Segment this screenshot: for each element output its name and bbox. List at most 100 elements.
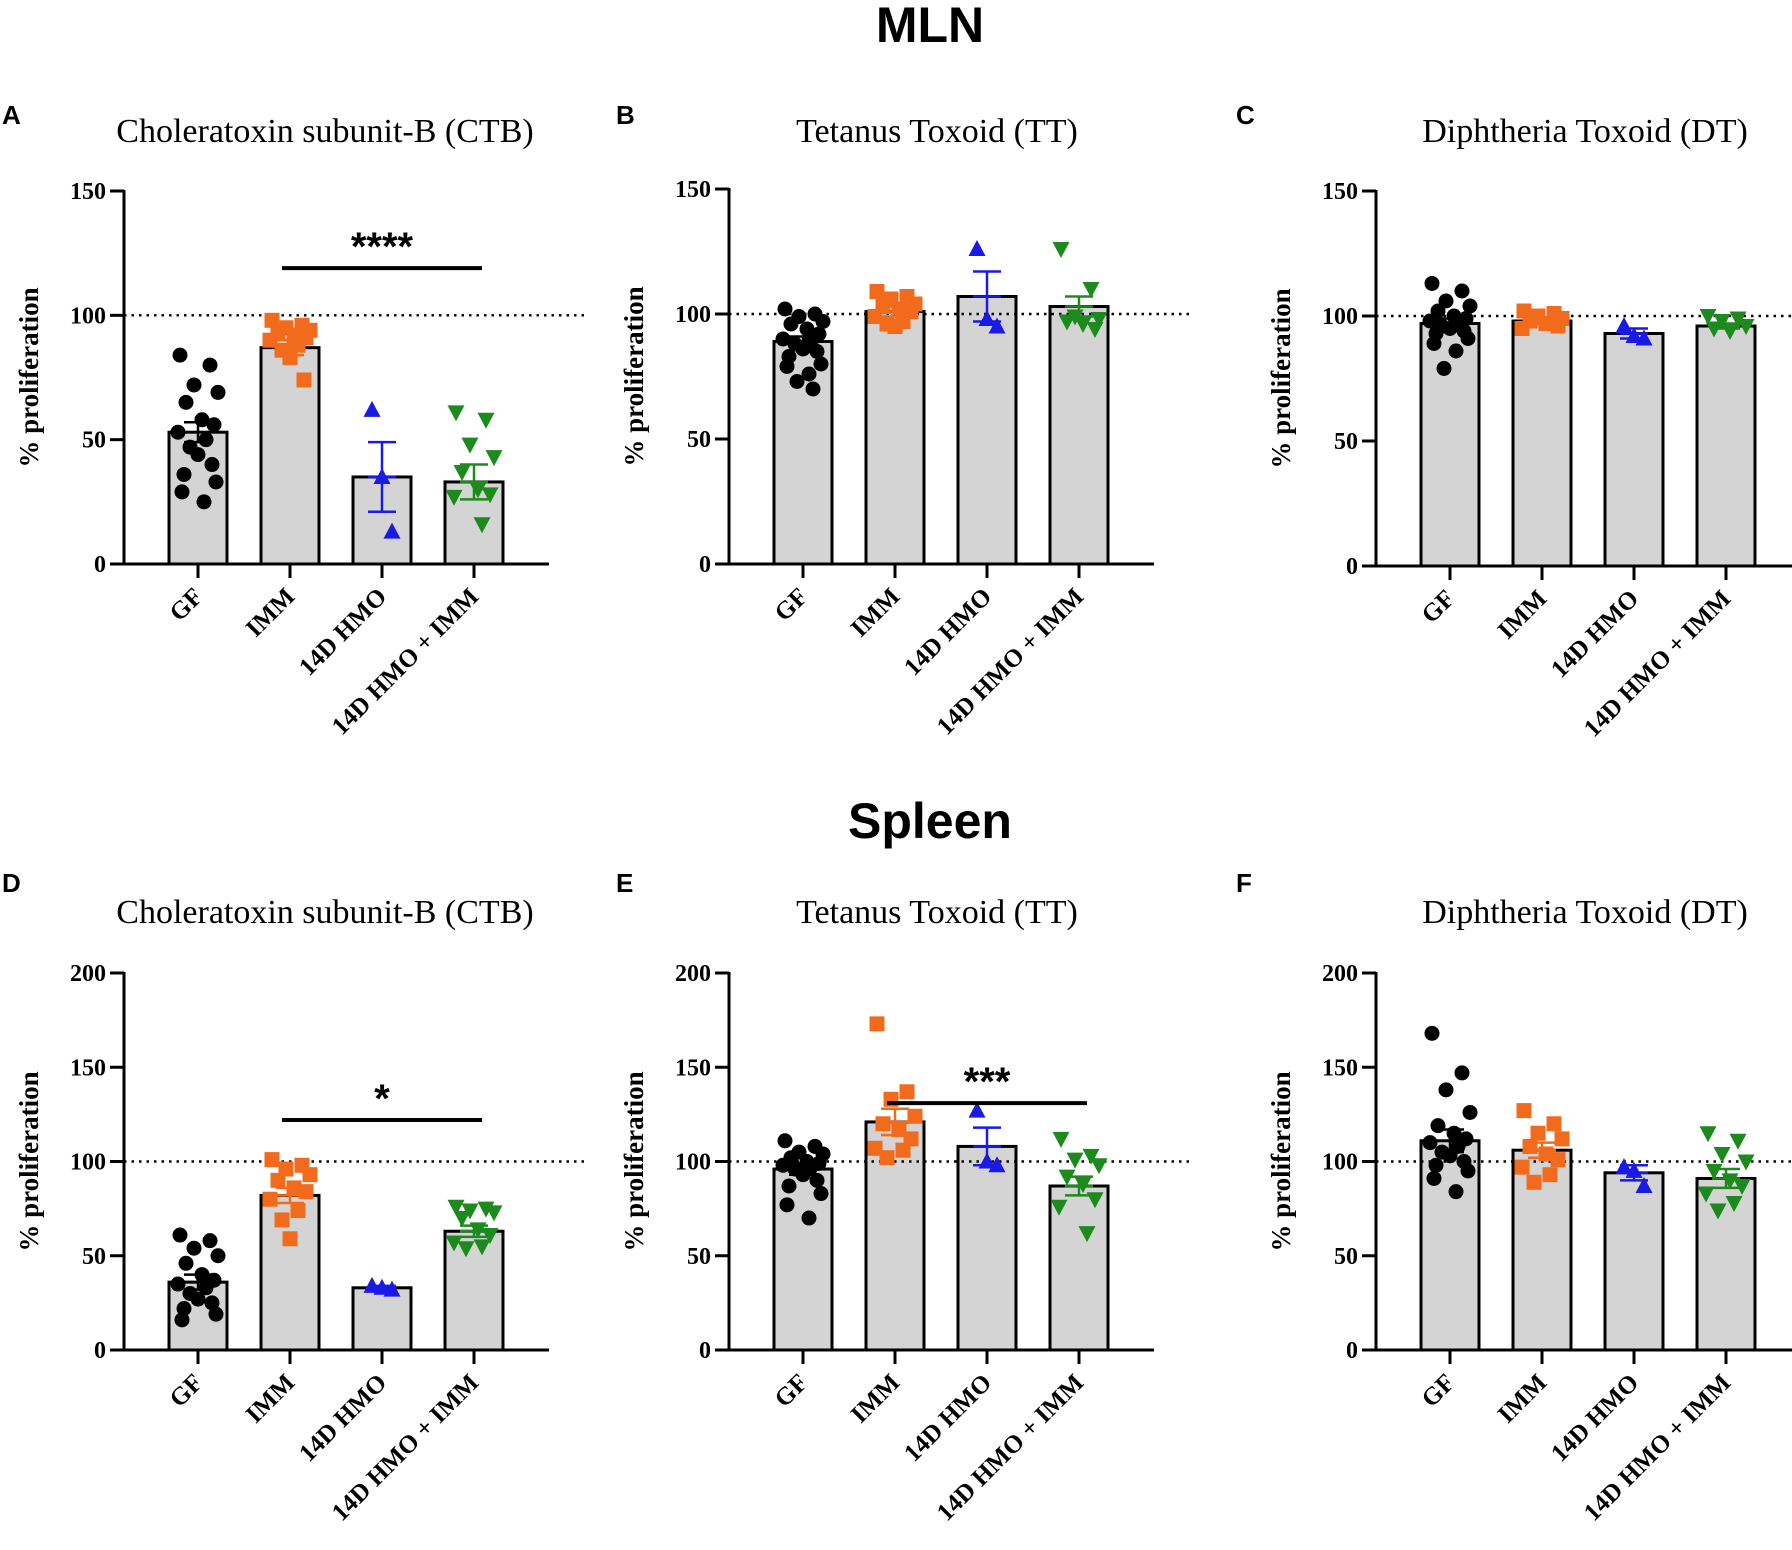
y-tick-label: 150 [1322, 1055, 1358, 1081]
y-tick-label: 150 [675, 1055, 711, 1081]
data-point-gf [196, 494, 212, 510]
category-label-imm: IMM [241, 1369, 300, 1428]
y-tick-label: 0 [1346, 1338, 1358, 1364]
data-point-14d-hmo-imm [1082, 282, 1100, 298]
data-point-gf [176, 1301, 192, 1317]
y-axis-label: % proliferation [14, 1071, 44, 1251]
data-point-14d-hmo-imm [1066, 1152, 1084, 1169]
category-label-14d-hmo: 14D HMO [1546, 1369, 1644, 1467]
bar-imm [864, 310, 926, 566]
y-tick-label: 200 [675, 961, 711, 987]
y-tick-label: 0 [94, 552, 106, 578]
significance-label: * [374, 1077, 390, 1121]
data-point-gf [1426, 1170, 1442, 1186]
data-point-14d-hmo-imm [1050, 1199, 1068, 1216]
panel-b-tetanus-toxoid-mln: B Tetanus Toxoid (TT) % proliferation 0 50 10… [616, 100, 1189, 740]
y-tick-label: 100 [70, 303, 106, 329]
data-point-14d-hmo-imm [445, 1235, 463, 1252]
data-point-imm [282, 350, 298, 366]
data-point-imm [290, 1203, 306, 1219]
category-label-gf: GF [770, 583, 814, 627]
y-tick-label: 150 [1322, 179, 1358, 205]
data-point-gf [1448, 343, 1464, 359]
data-point-gf [777, 301, 793, 317]
data-point-imm [262, 332, 278, 348]
data-point-14d-hmo [968, 240, 986, 256]
y-tick-label: 50 [1334, 429, 1358, 455]
data-point-gf [190, 447, 206, 463]
data-point-imm [1550, 1152, 1566, 1168]
data-point-imm [1554, 1131, 1570, 1147]
data-point-imm [274, 1212, 290, 1228]
category-label-gf: GF [770, 1369, 814, 1413]
data-point-14d-hmo-imm [1699, 1126, 1717, 1143]
bar-imm [1511, 1148, 1573, 1352]
panel-a-cholera-toxin-mln: A Choleratoxin subunit-B (CTB) % prolifera… [2, 100, 584, 740]
data-point-gf [799, 321, 815, 337]
y-tick-label: 50 [687, 1244, 711, 1270]
data-point-gf [176, 466, 192, 482]
y-tick-label: 150 [70, 1055, 106, 1081]
data-point-imm [1514, 321, 1530, 336]
data-point-gf [172, 1227, 188, 1243]
y-tick-label: 150 [70, 179, 106, 205]
data-point-gf [210, 1248, 226, 1264]
data-point-14d-hmo-imm [1709, 1203, 1727, 1220]
data-point-14d-hmo [1615, 317, 1633, 333]
y-tick-label: 0 [699, 1338, 711, 1364]
bar-gf [1419, 322, 1481, 568]
bar-14d-hmo [956, 1144, 1018, 1352]
data-point-14d-hmo-imm [1697, 1186, 1715, 1203]
data-point-imm [1530, 1125, 1546, 1141]
y-tick-label: 200 [1322, 961, 1358, 987]
data-point-gf [172, 347, 188, 363]
data-point-gf [1424, 276, 1440, 291]
data-point-imm [296, 372, 312, 388]
category-label-14d-hmo: 14D HMO [899, 583, 997, 681]
data-point-gf [178, 394, 194, 410]
data-point-gf [813, 356, 829, 372]
data-point-imm [1542, 1167, 1558, 1183]
data-point-14d-hmo-imm [1737, 319, 1755, 335]
y-tick-label: 100 [1322, 1150, 1358, 1176]
data-point-14d-hmo-imm [1052, 242, 1070, 258]
section-title-spleen: Spleen [848, 793, 1012, 849]
data-point-14d-hmo-imm [481, 487, 499, 504]
panel-title: Tetanus Toxoid (TT) [796, 894, 1078, 931]
data-point-gf [206, 417, 222, 433]
bar-14d-hmo-imm [1695, 1176, 1757, 1352]
y-tick-label: 150 [675, 177, 711, 203]
data-point-gf [186, 377, 202, 393]
data-point-14d-hmo-imm [485, 450, 503, 467]
data-point-14d-hmo-imm [1086, 322, 1104, 338]
data-point-14d-hmo-imm [473, 517, 491, 534]
y-tick-label: 0 [94, 1338, 106, 1364]
data-point-14d-hmo-imm [1725, 1195, 1743, 1212]
data-point-14d-hmo-imm [1058, 314, 1076, 331]
data-point-imm [270, 1172, 286, 1188]
data-point-gf [1436, 361, 1452, 376]
data-point-gf [1454, 1065, 1470, 1081]
data-point-14d-hmo-imm [1699, 309, 1717, 325]
data-point-14d-hmo-imm [447, 405, 465, 422]
y-axis-label: % proliferation [14, 287, 44, 467]
data-point-gf [779, 359, 795, 374]
data-point-gf [174, 484, 190, 500]
bar-imm [259, 1193, 321, 1352]
data-point-14d-hmo-imm [1052, 1131, 1070, 1148]
category-label-imm: IMM [846, 583, 905, 642]
data-point-imm [264, 312, 280, 328]
panel-letter: C [1236, 100, 1255, 130]
panel-e-tetanus-toxoid-spleen: E Tetanus Toxoid (TT) % proliferation 0 50 10… [616, 868, 1189, 1526]
y-axis-label: % proliferation [1266, 288, 1296, 468]
category-label-imm: IMM [846, 1369, 905, 1428]
data-point-gf [801, 366, 817, 382]
data-point-gf [777, 1133, 793, 1149]
data-point-14d-hmo-imm [477, 412, 495, 429]
panel-letter: D [2, 868, 21, 898]
panel-letter: E [616, 868, 633, 898]
data-point-imm [887, 319, 903, 334]
data-point-14d-hmo [1635, 1177, 1653, 1194]
data-point-gf [789, 374, 805, 389]
category-label-14d-hmo: 14D HMO [1546, 585, 1644, 683]
